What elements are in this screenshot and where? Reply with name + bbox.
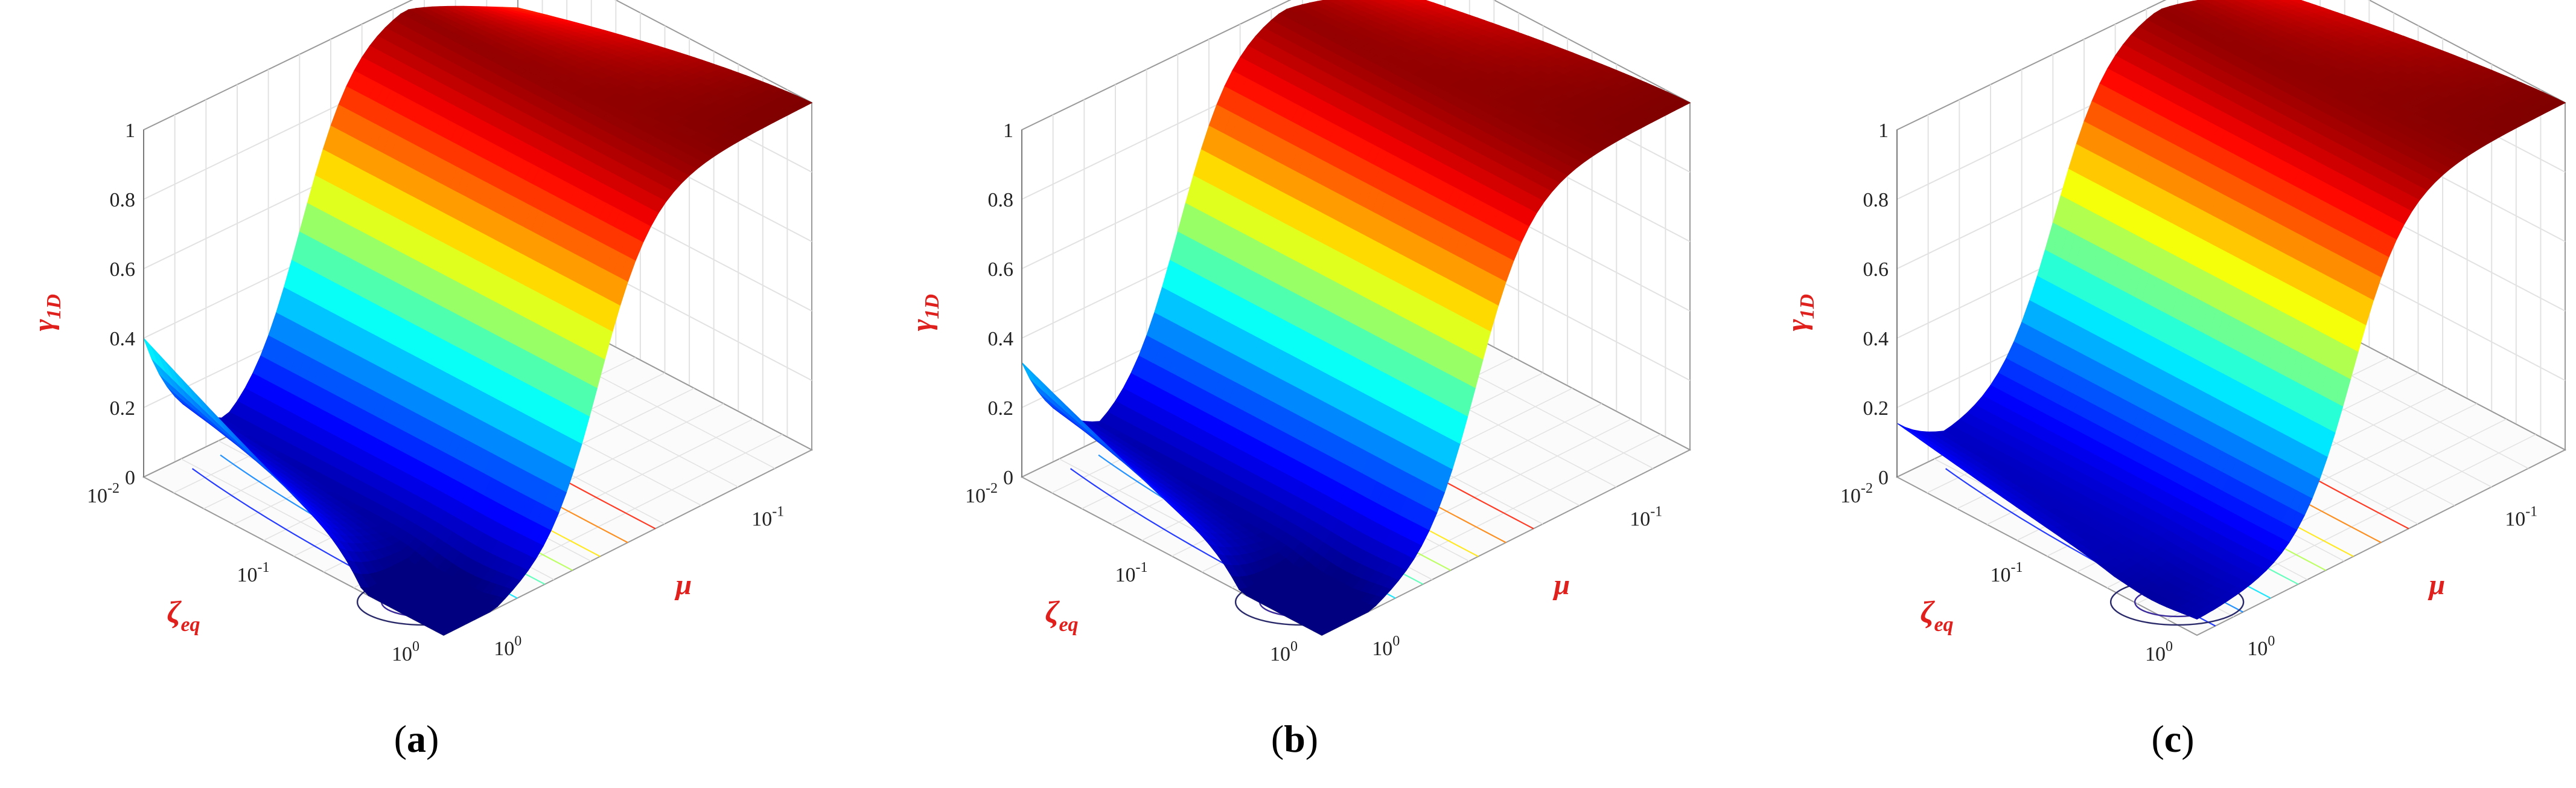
caption-close-paren: ) bbox=[426, 717, 439, 760]
z-tick-label: 0.2 bbox=[988, 397, 1014, 420]
zeta-axis-label-sub: eq bbox=[180, 613, 200, 636]
surface bbox=[143, 5, 813, 636]
caption-letter: a bbox=[407, 717, 426, 760]
zeta-tick-exp: -1 bbox=[1136, 560, 1148, 575]
z-axis-label-sub: 1D bbox=[43, 294, 65, 319]
mu-axis-label: μ bbox=[1552, 569, 1570, 601]
z-tick-label: 0.8 bbox=[110, 189, 136, 211]
zeta-axis-label: ζeq bbox=[1045, 595, 1079, 636]
z-tick-label: 1 bbox=[125, 120, 135, 142]
z-axis-label: γ1D bbox=[906, 294, 943, 332]
z-tick-label: 0.4 bbox=[110, 328, 136, 350]
mu-tick-label: 100 bbox=[494, 633, 521, 660]
z-tick-label: 0.6 bbox=[110, 258, 136, 281]
zeta-tick-label: 100 bbox=[392, 639, 419, 665]
panel-a-caption: (a) bbox=[394, 717, 439, 760]
mu-axis-label: μ bbox=[674, 569, 692, 601]
z-tick-label: 0.6 bbox=[988, 258, 1014, 281]
zeta-tick-label: 10-2 bbox=[965, 481, 998, 507]
zeta-tick-exp: -2 bbox=[986, 481, 998, 496]
caption-open-paren: ( bbox=[1271, 717, 1284, 760]
caption-open-paren: ( bbox=[394, 717, 407, 760]
z-tick-label: 0.2 bbox=[110, 397, 136, 420]
mu-tick-label: 10-1 bbox=[1630, 504, 1662, 530]
zeta-tick-exp: -1 bbox=[258, 560, 270, 575]
z-axis-label-sub: 1D bbox=[921, 294, 943, 319]
zeta-axis-label: ζeq bbox=[167, 595, 200, 636]
mu-tick-exp: -1 bbox=[772, 504, 784, 519]
caption-close-paren: ) bbox=[1306, 717, 1318, 760]
mu-tick-label: 10-1 bbox=[751, 504, 784, 530]
zeta-tick-label: 10-1 bbox=[1115, 560, 1148, 586]
zeta-tick-label: 10-1 bbox=[237, 560, 270, 586]
panel-a: 0 0.2 0.4 0.6 0.8 1 γ1D 10-2 10-1 100 ζeq 100 10-1 μ (… bbox=[28, 0, 814, 760]
mu-tick-exp: 0 bbox=[514, 633, 521, 649]
z-tick-label: 1 bbox=[1003, 120, 1013, 142]
zeta-tick-exp: 0 bbox=[412, 639, 419, 655]
z-tick-label: 0.8 bbox=[988, 189, 1014, 211]
mu-tick-label: 100 bbox=[1372, 633, 1400, 660]
zeta-tick-exp: -2 bbox=[107, 481, 120, 496]
z-tick-label: 0 bbox=[1003, 467, 1013, 489]
panel-c: 00.20.40.60.81γ1D10-210-1100ζeq10010-1μ(… bbox=[1781, 0, 2567, 760]
zeta-tick-exp: 0 bbox=[1290, 639, 1298, 655]
z-tick-label: 0 bbox=[125, 467, 135, 489]
z-axis-label: γ1D bbox=[28, 294, 65, 332]
z-tick-label: 0.4 bbox=[988, 328, 1014, 350]
mu-tick-exp: -1 bbox=[1650, 504, 1662, 519]
mu-tick-exp: 0 bbox=[1392, 633, 1400, 649]
zeta-tick-label: 100 bbox=[1270, 639, 1298, 665]
zeta-axis-label-sub: eq bbox=[1059, 613, 1078, 636]
caption-letter: b bbox=[1284, 717, 1306, 760]
zeta-tick-label: 10-2 bbox=[87, 481, 120, 507]
panel-b: 0 0.2 0.4 0.6 0.8 1 γ1D 10-2 10-1 100 ζeq 100 10-1 μ (… bbox=[906, 0, 1692, 760]
panel-b-caption: (b) bbox=[1271, 717, 1318, 760]
